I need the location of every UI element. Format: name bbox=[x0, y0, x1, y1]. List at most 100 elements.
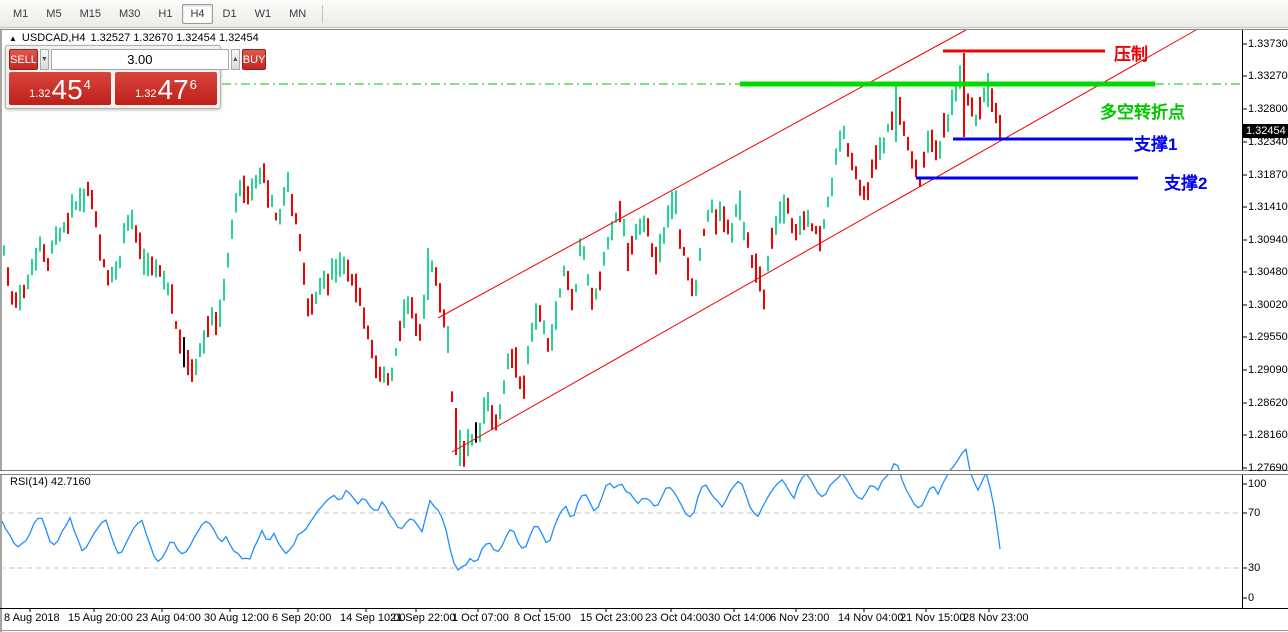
price-bar bbox=[251, 178, 253, 201]
price-bar bbox=[219, 299, 221, 327]
date-axis-label: 14 Nov 04:00 bbox=[838, 612, 904, 624]
price-bar bbox=[487, 392, 489, 412]
price-bar bbox=[171, 284, 173, 314]
price-bar bbox=[999, 114, 1001, 140]
panel-splitter[interactable] bbox=[0, 470, 1288, 475]
price-bar bbox=[107, 270, 109, 286]
price-bar bbox=[695, 279, 697, 297]
timeframe-button-mn[interactable]: MN bbox=[289, 7, 307, 20]
timeframe-button-m5[interactable]: M5 bbox=[46, 7, 62, 20]
price-bar bbox=[783, 194, 785, 224]
price-bar bbox=[439, 283, 441, 313]
price-bar bbox=[471, 434, 473, 446]
price-bar bbox=[563, 265, 565, 277]
price-bar bbox=[667, 205, 669, 228]
price-bar bbox=[127, 214, 129, 231]
price-bar bbox=[823, 219, 825, 229]
price-bar bbox=[35, 248, 37, 271]
timeframe-button-m1[interactable]: M1 bbox=[13, 7, 29, 20]
price-bar bbox=[539, 305, 541, 322]
timeframe-button-d1[interactable]: D1 bbox=[222, 7, 237, 20]
price-bar bbox=[975, 114, 977, 127]
price-bar bbox=[111, 266, 113, 283]
price-bar bbox=[331, 258, 333, 280]
price-bar bbox=[279, 208, 281, 225]
price-bar bbox=[935, 140, 937, 161]
price-axis-label: 1.32340 bbox=[1248, 136, 1288, 148]
lot-decrease-button[interactable]: ▼ bbox=[39, 49, 49, 70]
rsi-axis-label: 100 bbox=[1248, 478, 1267, 490]
price-bar bbox=[635, 223, 637, 240]
support2-label: 支撑2 bbox=[1164, 174, 1208, 193]
price-bar bbox=[223, 278, 225, 301]
price-bar bbox=[587, 273, 589, 286]
price-bar bbox=[423, 294, 425, 319]
price-bar bbox=[151, 256, 153, 276]
timeframe-button-h4[interactable]: H4 bbox=[182, 3, 213, 24]
price-bar bbox=[647, 218, 649, 237]
price-bar bbox=[67, 212, 69, 234]
toolbar-separator bbox=[322, 4, 324, 23]
price-bar bbox=[815, 225, 817, 235]
price-bar bbox=[903, 121, 905, 136]
price-bar bbox=[11, 291, 13, 305]
price-bar bbox=[211, 307, 213, 326]
price-bar bbox=[255, 175, 257, 189]
price-bar bbox=[859, 179, 861, 196]
price-bar bbox=[359, 287, 361, 307]
price-bar bbox=[995, 102, 997, 124]
price-bar bbox=[655, 246, 657, 275]
price-bar bbox=[399, 320, 401, 342]
lot-increase-button[interactable]: ▲ bbox=[230, 49, 240, 70]
channel-upper bbox=[437, 29, 967, 319]
price-bar bbox=[835, 148, 837, 165]
price-bar bbox=[315, 291, 317, 304]
price-bar bbox=[483, 397, 485, 424]
price-bar bbox=[675, 190, 677, 215]
price-bar bbox=[515, 347, 517, 378]
price-bar bbox=[215, 311, 217, 336]
price-bar bbox=[699, 247, 701, 261]
price-bar bbox=[579, 238, 581, 257]
price-bar bbox=[755, 253, 757, 283]
date-axis-label: 8 Aug 2018 bbox=[4, 612, 60, 624]
timeframe-button-m15[interactable]: M15 bbox=[79, 7, 101, 20]
timeframe-button-m30[interactable]: M30 bbox=[118, 7, 141, 20]
price-axis-label: 1.30480 bbox=[1248, 266, 1288, 278]
lot-size-input[interactable] bbox=[50, 49, 229, 70]
price-bar bbox=[43, 244, 45, 262]
price-bar bbox=[51, 240, 53, 254]
price-axis-label: 1.33730 bbox=[1248, 38, 1288, 50]
price-bar bbox=[991, 88, 993, 112]
price-bar bbox=[519, 376, 521, 390]
price-bar bbox=[347, 259, 349, 282]
timeframe-button-w1[interactable]: W1 bbox=[254, 7, 272, 20]
chevron-down-icon: ▼ bbox=[40, 56, 48, 63]
price-bar bbox=[919, 176, 921, 188]
collapse-triangle-icon[interactable]: ▲ bbox=[9, 33, 17, 43]
price-bar bbox=[791, 218, 793, 234]
price-bar bbox=[19, 284, 21, 311]
price-bar bbox=[763, 289, 765, 310]
price-bar bbox=[295, 213, 297, 225]
sell-price-box[interactable]: 1.32 45 4 bbox=[9, 72, 111, 105]
price-bar bbox=[283, 186, 285, 206]
timeframe-button-h1[interactable]: H1 bbox=[158, 7, 173, 20]
price-bar bbox=[395, 348, 397, 356]
price-bar bbox=[619, 200, 621, 223]
price-bar bbox=[363, 307, 365, 329]
price-bar bbox=[779, 201, 781, 224]
sell-button[interactable]: SELL bbox=[9, 49, 38, 70]
price-bar bbox=[987, 73, 989, 107]
price-bar bbox=[799, 215, 801, 235]
buy-button[interactable]: BUY bbox=[241, 49, 267, 70]
price-bar bbox=[571, 288, 573, 311]
price-bar bbox=[351, 273, 353, 286]
date-axis-label: 30 Aug 12:00 bbox=[204, 612, 269, 624]
price-bar bbox=[687, 257, 689, 281]
price-bar bbox=[723, 206, 725, 233]
buy-price-box[interactable]: 1.32 47 6 bbox=[115, 72, 217, 105]
price-bar bbox=[187, 349, 189, 376]
